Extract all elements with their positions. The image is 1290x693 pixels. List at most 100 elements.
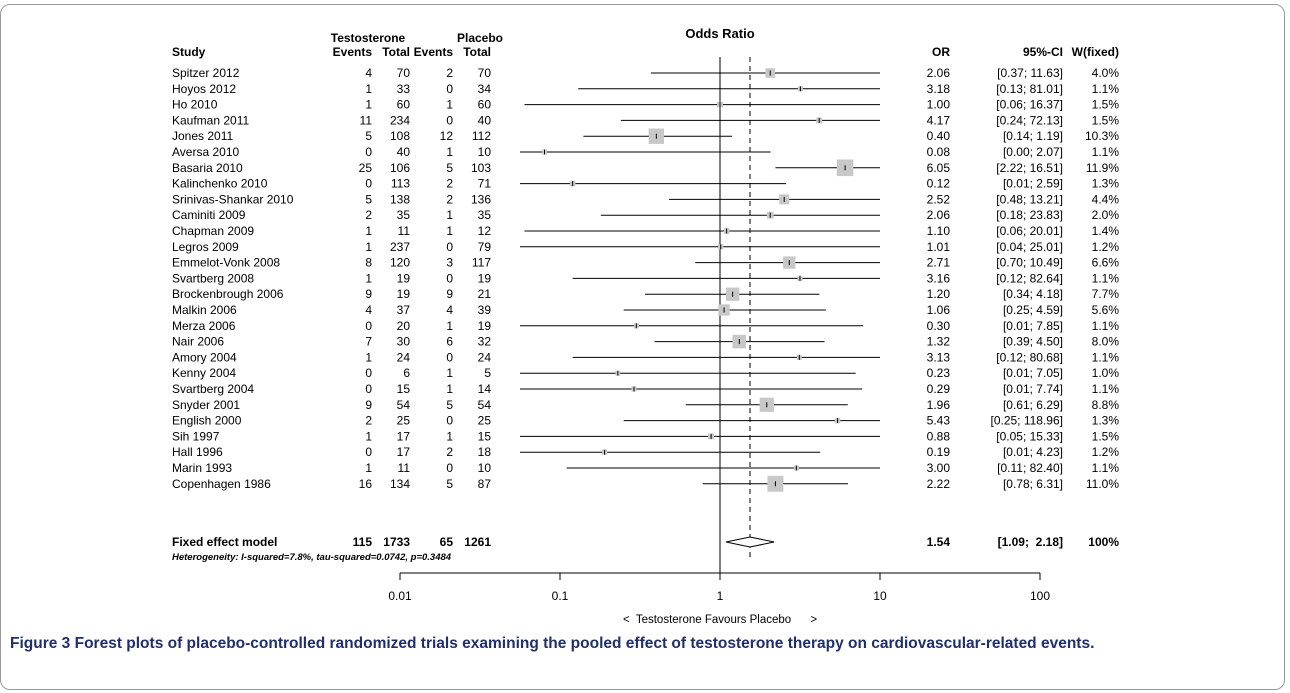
header-or: OR — [932, 45, 950, 59]
odds-ratio-value: 0.08 — [927, 145, 951, 159]
study-name: Jones 2011 — [172, 129, 233, 143]
events-placebo: 0 — [446, 113, 453, 127]
events-placebo: 6 — [446, 335, 453, 349]
events-testosterone: 1 — [365, 429, 372, 443]
header-events-2: Events — [414, 45, 454, 59]
events-placebo: 0 — [446, 461, 453, 475]
events-placebo: 0 — [446, 271, 453, 285]
events-placebo: 1 — [446, 382, 453, 396]
header-events-1: Events — [333, 45, 373, 59]
pooled-e2: 65 — [440, 535, 454, 549]
total-placebo: 14 — [478, 382, 492, 396]
header-study: Study — [172, 45, 206, 59]
pooled-n1: 1733 — [383, 535, 410, 549]
weight-value: 6.6% — [1092, 256, 1120, 270]
total-testosterone: 237 — [390, 240, 410, 254]
total-placebo: 34 — [478, 82, 492, 96]
header-group2: Placebo — [457, 31, 503, 45]
weight-value: 8.8% — [1092, 398, 1120, 412]
study-name: Kalinchenko 2010 — [172, 177, 268, 191]
total-testosterone: 30 — [397, 335, 411, 349]
events-placebo: 0 — [446, 414, 453, 428]
ci-value: [0.01; 2.59] — [1003, 177, 1063, 191]
events-testosterone: 1 — [365, 98, 372, 112]
total-testosterone: 54 — [397, 398, 411, 412]
ci-value: [0.01; 4.23] — [1003, 445, 1063, 459]
total-placebo: 21 — [478, 287, 492, 301]
ci-value: [0.34; 4.18] — [1003, 287, 1063, 301]
events-testosterone: 5 — [365, 129, 372, 143]
odds-ratio-value: 2.71 — [927, 256, 951, 270]
study-name: Sih 1997 — [172, 429, 220, 443]
study-name: Caminiti 2009 — [172, 208, 246, 222]
events-testosterone: 7 — [365, 335, 372, 349]
study-name: Basaria 2010 — [172, 161, 243, 175]
weight-value: 11.9% — [1086, 161, 1119, 175]
odds-ratio-value: 2.06 — [927, 208, 951, 222]
events-testosterone: 9 — [365, 287, 372, 301]
total-placebo: 18 — [478, 445, 492, 459]
total-testosterone: 33 — [397, 82, 411, 96]
study-name: Amory 2004 — [172, 350, 237, 364]
events-testosterone: 0 — [365, 177, 372, 191]
odds-ratio-value: 1.96 — [927, 398, 951, 412]
total-testosterone: 17 — [397, 445, 411, 459]
ci-value: [0.39; 4.50] — [1003, 335, 1063, 349]
header-total-2: Total — [463, 45, 491, 59]
odds-ratio-value: 6.05 — [927, 161, 951, 175]
weight-value: 10.3% — [1085, 129, 1119, 143]
total-placebo: 5 — [484, 366, 491, 380]
odds-ratio-value: 0.12 — [927, 177, 951, 191]
total-testosterone: 11 — [398, 224, 411, 238]
ci-value: [0.11; 82.40] — [997, 461, 1063, 475]
total-placebo: 12 — [478, 224, 492, 238]
events-placebo: 1 — [446, 366, 453, 380]
study-name: English 2000 — [172, 414, 242, 428]
caption-text: Forest plots of placebo-controlled rando… — [74, 635, 1095, 652]
events-testosterone: 5 — [365, 192, 372, 206]
weight-value: 1.1% — [1092, 350, 1120, 364]
header-group1: Testosterone — [331, 31, 406, 45]
total-testosterone: 113 — [391, 177, 410, 191]
total-placebo: 40 — [478, 113, 492, 127]
weight-value: 4.4% — [1092, 192, 1120, 206]
ci-value: [0.12; 80.68] — [996, 350, 1063, 364]
odds-ratio-value: 5.43 — [927, 414, 951, 428]
x-axis-tick-label: 0.1 — [552, 589, 569, 603]
odds-ratio-value: 2.22 — [927, 477, 951, 491]
weight-value: 1.3% — [1092, 414, 1120, 428]
pooled-or: 1.54 — [927, 535, 951, 549]
odds-ratio-value: 3.00 — [927, 461, 951, 475]
total-testosterone: 108 — [390, 129, 410, 143]
weight-value: 1.1% — [1092, 461, 1120, 475]
total-testosterone: 138 — [390, 192, 410, 206]
study-name: Snyder 2001 — [172, 398, 240, 412]
ci-value: [2.22; 16.51] — [996, 161, 1063, 175]
study-name: Svartberg 2004 — [172, 382, 254, 396]
pooled-n2: 1261 — [464, 535, 491, 549]
total-placebo: 19 — [478, 319, 492, 333]
odds-ratio-value: 1.10 — [927, 224, 951, 238]
x-axis-tick-label: 10 — [873, 589, 887, 603]
weight-value: 8.0% — [1092, 335, 1120, 349]
total-testosterone: 70 — [397, 66, 411, 80]
ci-value: [0.61; 6.29] — [1003, 398, 1063, 412]
weight-value: 11.0% — [1086, 477, 1119, 491]
odds-ratio-value: 0.23 — [927, 366, 951, 380]
events-testosterone: 1 — [365, 461, 372, 475]
figure-caption: Figure 3 Forest plots of placebo-control… — [10, 631, 1250, 656]
forest-plot: Odds Ratio Testosterone Placebo Study Ev… — [172, 26, 1120, 626]
weight-value: 1.0% — [1092, 366, 1120, 380]
study-name: Copenhagen 1986 — [172, 477, 271, 491]
study-name: Spitzer 2012 — [172, 66, 240, 80]
weight-value: 1.5% — [1092, 429, 1120, 443]
events-placebo: 2 — [446, 192, 453, 206]
odds-ratio-value: 0.30 — [927, 319, 951, 333]
total-testosterone: 24 — [397, 350, 411, 364]
events-placebo: 2 — [446, 445, 453, 459]
events-placebo: 1 — [446, 98, 453, 112]
plot-title: Odds Ratio — [685, 26, 754, 41]
events-testosterone: 16 — [359, 477, 373, 491]
ci-value: [0.12; 82.64] — [996, 271, 1063, 285]
events-placebo: 1 — [446, 319, 453, 333]
